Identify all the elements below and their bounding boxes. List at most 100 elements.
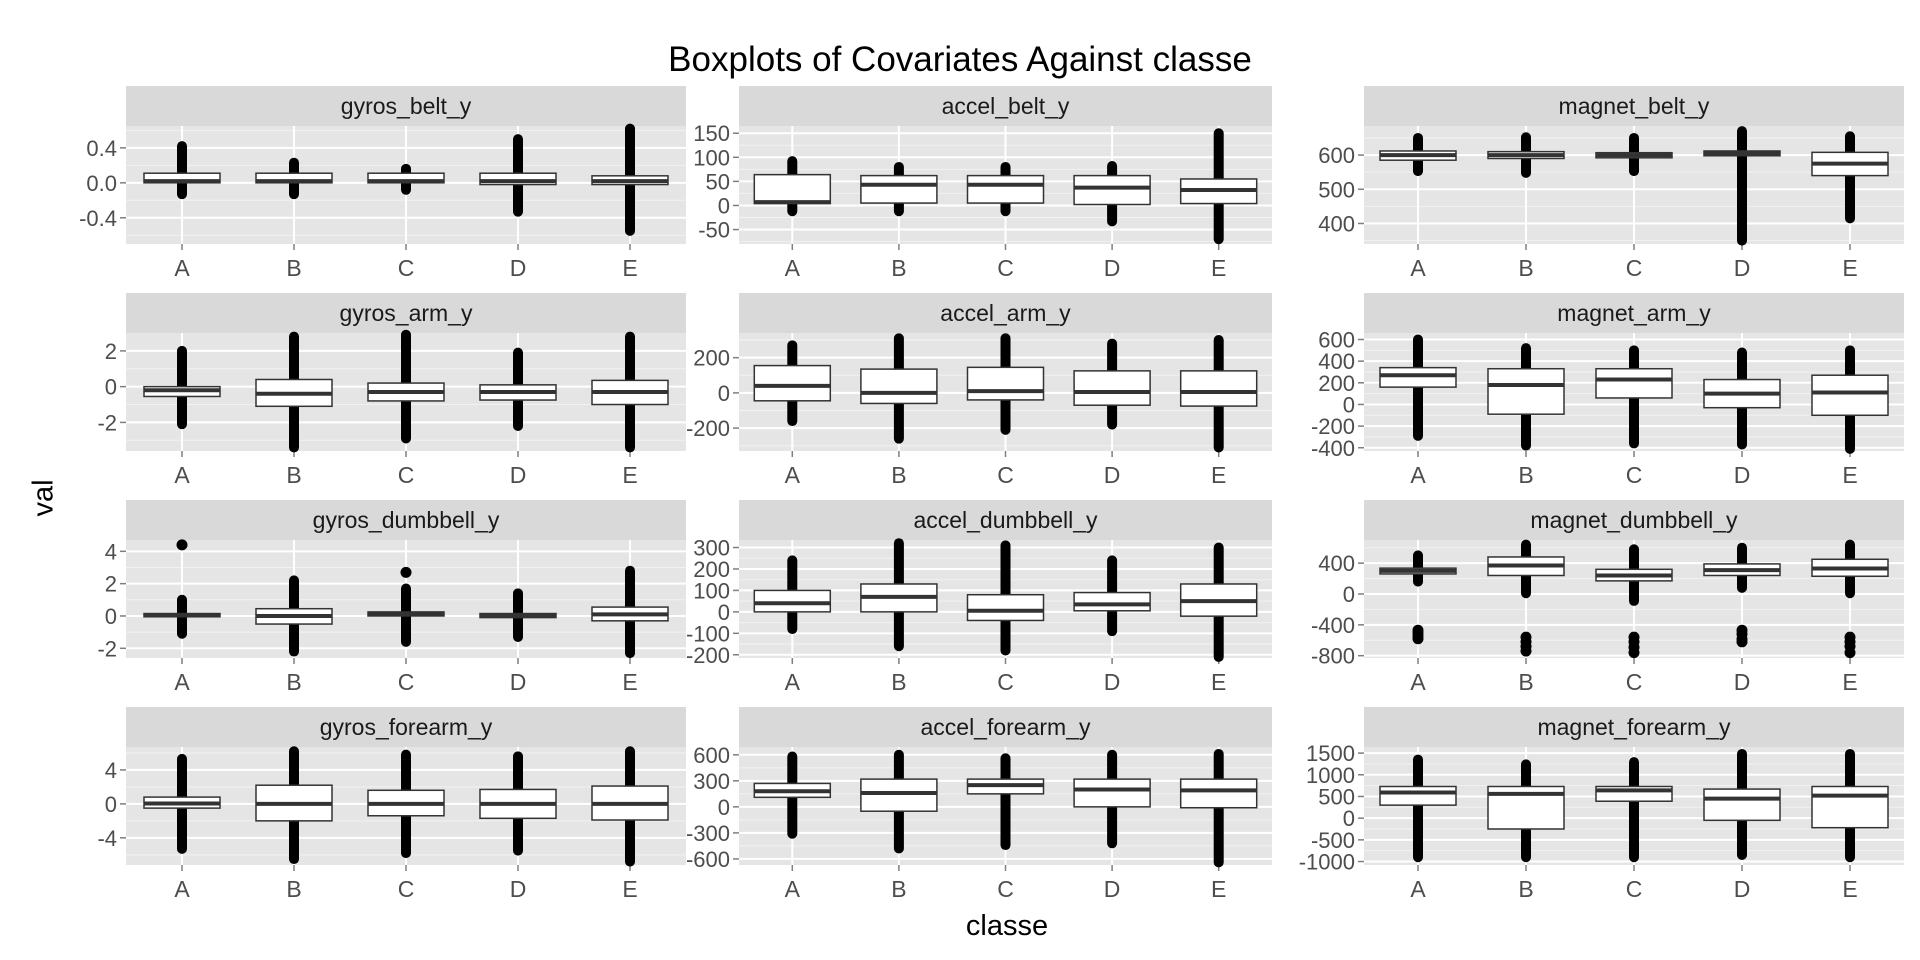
- iqr-box: [966, 174, 1045, 204]
- box-D: [479, 588, 557, 642]
- x-tick-label: C: [997, 255, 1014, 281]
- y-tick-label: -50: [698, 218, 730, 243]
- y-tick-label: 0: [1343, 806, 1355, 831]
- box-C: [367, 163, 445, 195]
- y-tick-label: 100: [693, 145, 730, 170]
- box-C: [1595, 757, 1673, 863]
- box-B: [860, 749, 938, 854]
- facet-panel-magnet_dumbbell_y: magnet_dumbbell_y -800 -400 0 400 A B C D E: [1311, 500, 1904, 695]
- facet-strip: [739, 86, 1272, 126]
- y-tick-label: -800: [1311, 644, 1355, 669]
- facet-panel-gyros_forearm_y: gyros_forearm_y -4 0 4 A B C D E: [97, 707, 686, 902]
- facet-strip-label: magnet_arm_y: [1557, 300, 1711, 326]
- y-tick-label: 200: [1318, 371, 1355, 396]
- x-tick-label: B: [891, 876, 906, 902]
- y-tick-label: 2: [105, 572, 117, 597]
- y-tick-label: 1000: [1306, 763, 1355, 788]
- box-E: [1179, 748, 1258, 868]
- box-B: [1487, 343, 1565, 451]
- x-tick-label: B: [286, 255, 301, 281]
- chart-title: Boxplots of Covariates Against classe: [668, 40, 1252, 79]
- box-D: [1703, 542, 1781, 648]
- box-A: [753, 156, 832, 217]
- y-tick-label: -200: [686, 416, 730, 441]
- iqr-box: [479, 172, 557, 186]
- x-tick-label: C: [398, 669, 415, 695]
- y-tick-label: 0: [718, 795, 730, 820]
- y-tick-label: -400: [1311, 613, 1355, 638]
- iqr-box: [753, 589, 832, 613]
- box-C: [966, 161, 1045, 217]
- box-C: [1595, 132, 1673, 177]
- y-tick-label: -200: [686, 643, 730, 668]
- y-tick-label: 300: [693, 769, 730, 794]
- y-tick-label: 400: [1318, 211, 1355, 236]
- iqr-box: [1073, 591, 1151, 612]
- x-tick-label: E: [1211, 462, 1226, 488]
- box-E: [1179, 128, 1258, 245]
- iqr-box: [1073, 778, 1151, 808]
- x-tick-label: D: [510, 462, 527, 488]
- box-E: [1811, 345, 1889, 454]
- x-tick-label: D: [1104, 669, 1121, 695]
- facet-strip-label: gyros_forearm_y: [320, 714, 493, 740]
- x-tick-label: E: [1211, 876, 1226, 902]
- iqr-box: [753, 173, 832, 205]
- box-E: [1811, 131, 1889, 224]
- facet-strip-label: accel_belt_y: [942, 93, 1070, 119]
- y-tick-label: 200: [693, 346, 730, 371]
- x-tick-label: A: [785, 669, 801, 695]
- y-tick-label: 200: [693, 557, 730, 582]
- box-E: [591, 123, 669, 236]
- x-tick-label: A: [174, 255, 190, 281]
- box-A: [753, 751, 832, 839]
- x-tick-label: E: [1842, 255, 1857, 281]
- box-A: [753, 340, 832, 427]
- box-B: [860, 161, 938, 217]
- x-tick-label: D: [1104, 255, 1121, 281]
- x-tick-label: E: [1842, 669, 1857, 695]
- facet-strip-label: accel_dumbbell_y: [913, 507, 1098, 533]
- y-tick-label: -2: [97, 410, 117, 435]
- y-tick-label: 0: [105, 375, 117, 400]
- x-tick-label: B: [1518, 669, 1533, 695]
- x-tick-label: B: [1518, 876, 1533, 902]
- y-tick-label: 0: [105, 604, 117, 629]
- box-A: [143, 345, 221, 430]
- facet-strip-label: magnet_forearm_y: [1537, 714, 1731, 740]
- facet-strip: [739, 707, 1272, 747]
- facet-strip: [739, 500, 1272, 540]
- facet-panel-accel_arm_y: accel_arm_y -200 0 200 A B C D E: [686, 293, 1272, 488]
- box-A: [143, 539, 221, 639]
- box-C: [966, 753, 1045, 851]
- y-tick-label: 0: [105, 792, 117, 817]
- x-tick-label: C: [1626, 462, 1643, 488]
- box-E: [591, 565, 669, 659]
- y-tick-label: -4: [97, 826, 117, 851]
- y-tick-label: -500: [1311, 828, 1355, 853]
- x-tick-label: D: [510, 669, 527, 695]
- x-tick-label: B: [286, 462, 301, 488]
- facet-panel-gyros_arm_y: gyros_arm_y -2 0 2 A B C D E: [97, 293, 686, 488]
- iqr-box: [1073, 370, 1151, 406]
- iqr-box: [1811, 374, 1889, 417]
- box-B: [255, 157, 333, 200]
- x-tick-label: A: [785, 876, 801, 902]
- facet-panel-magnet_belt_y: magnet_belt_y 400 500 600 A B C D E: [1318, 86, 1904, 281]
- y-tick-label: 0: [718, 193, 730, 218]
- x-tick-label: C: [997, 462, 1014, 488]
- box-A: [143, 141, 221, 200]
- facet-panel-gyros_dumbbell_y: gyros_dumbbell_y -2 0 2 4 A B C D E: [97, 500, 686, 695]
- box-E: [591, 331, 669, 453]
- box-B: [1487, 759, 1565, 863]
- facet-strip-label: magnet_belt_y: [1559, 93, 1710, 119]
- iqr-box: [753, 364, 832, 402]
- facet-strip: [126, 500, 686, 540]
- x-tick-label: E: [622, 255, 637, 281]
- x-tick-label: B: [891, 669, 906, 695]
- facet-strip-label: gyros_arm_y: [340, 300, 473, 326]
- y-tick-label: 0: [1343, 392, 1355, 417]
